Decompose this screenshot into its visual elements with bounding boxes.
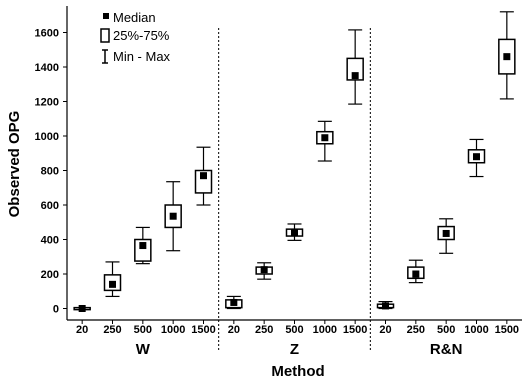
legend-median-label: Median — [113, 10, 156, 25]
median-marker — [321, 134, 329, 142]
median-marker — [200, 172, 207, 180]
median-marker — [291, 229, 298, 237]
iqr-box — [134, 238, 152, 262]
legend-whisker-label: Min - Max — [113, 49, 171, 64]
box-series — [73, 11, 516, 312]
median-marker — [351, 72, 359, 80]
median-marker — [503, 53, 511, 61]
legend: Median 25%-75% Min - Max — [100, 10, 171, 64]
x-tick-label: 1000 — [161, 324, 185, 336]
x-tick-labels: 20 250 500 1000 1500 20 250 500 1000 1500 20 250 500… — [76, 320, 519, 336]
group-labels: W Z R&N — [136, 341, 463, 358]
x-tick-label: 500 — [134, 324, 152, 336]
median-marker — [260, 266, 268, 274]
x-tick-label: 250 — [407, 324, 425, 336]
x-tick-label: 20 — [379, 324, 391, 336]
box-W-1000 — [164, 181, 182, 252]
x-tick-label: 20 — [228, 324, 240, 336]
iqr-box — [194, 169, 213, 194]
box-R&N-1500 — [498, 11, 516, 100]
y-tick-label: 400 — [41, 235, 59, 247]
y-tick-label: 800 — [41, 166, 59, 178]
x-tick-label: 20 — [76, 324, 88, 336]
box-W-20 — [73, 305, 91, 312]
median-marker — [230, 298, 238, 306]
box-R&N-250 — [407, 259, 425, 284]
legend-box-marker — [100, 28, 110, 43]
median-marker — [473, 153, 480, 161]
y-tick-label: 200 — [41, 269, 59, 281]
y-tick-label: 1600 — [35, 28, 59, 40]
x-tick-label: 1000 — [313, 324, 337, 336]
box-Z-500 — [285, 223, 304, 241]
legend-median-marker — [103, 13, 109, 19]
median-marker — [412, 270, 420, 278]
legend-whisker-marker — [102, 49, 108, 64]
x-tick-label: 1500 — [495, 324, 519, 336]
x-axis-title: Method — [271, 363, 324, 380]
y-tick-label: 1000 — [35, 131, 59, 143]
y-tick-label: 600 — [41, 200, 59, 212]
y-tick-label: 1400 — [35, 62, 59, 74]
x-tick-label: 250 — [255, 324, 273, 336]
group-separators — [218, 28, 371, 350]
group-label: Z — [290, 341, 299, 358]
y-tick-label: 1200 — [35, 97, 59, 109]
box-W-250 — [103, 261, 122, 298]
median-marker — [139, 242, 147, 250]
box-Z-250 — [255, 262, 273, 280]
iqr-box — [346, 57, 364, 81]
x-tick-label: 1000 — [464, 324, 488, 336]
median-marker — [78, 305, 86, 312]
x-tick-label: 1500 — [343, 324, 367, 336]
median-marker — [442, 229, 450, 237]
y-tick-label: 0 — [53, 304, 59, 316]
box-Z-1500 — [346, 29, 364, 105]
x-tick-label: 500 — [285, 324, 303, 336]
box-Z-1000 — [316, 120, 334, 162]
box-R&N-1000 — [467, 138, 486, 178]
box-W-500 — [134, 226, 152, 265]
x-tick-label: 1500 — [191, 324, 215, 336]
median-marker — [382, 302, 389, 310]
box-Z-20 — [225, 295, 243, 310]
group-label: R&N — [430, 341, 463, 358]
x-tick-label: 500 — [437, 324, 455, 336]
box-R&N-500 — [437, 218, 455, 254]
y-tick-labels: 0 200 400 600 800 1000 1200 1400 1600 — [35, 28, 67, 316]
x-tick-label: 250 — [103, 324, 121, 336]
group-label: W — [136, 341, 151, 358]
y-axis-title: Observed OPG — [6, 111, 23, 218]
box-W-1500 — [194, 146, 213, 206]
box-R&N-20 — [376, 301, 395, 310]
median-marker — [109, 280, 116, 288]
legend-box-label: 25%-75% — [113, 28, 170, 43]
median-marker — [169, 212, 177, 220]
